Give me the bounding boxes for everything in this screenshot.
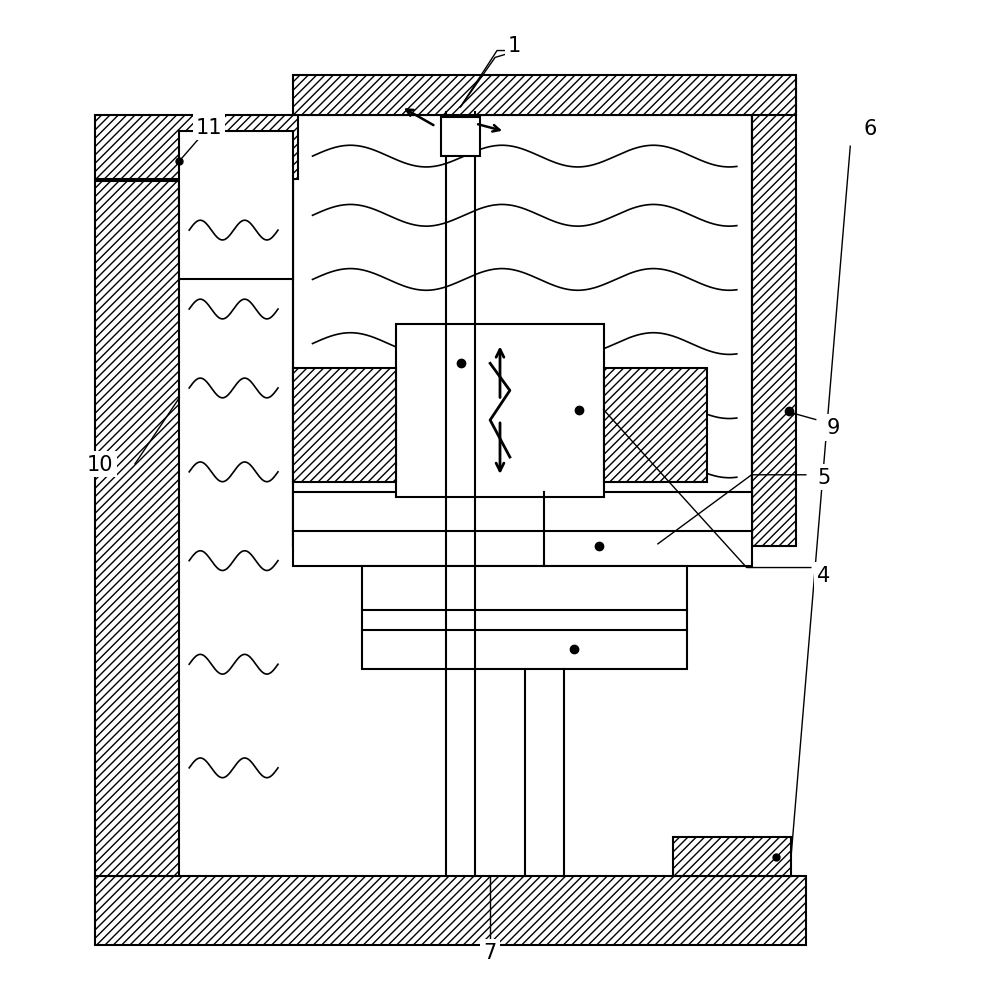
- Bar: [604, 369, 707, 482]
- Text: 7: 7: [484, 942, 497, 962]
- Bar: [752, 79, 796, 547]
- Text: 9: 9: [827, 418, 840, 438]
- Text: 5: 5: [817, 467, 830, 487]
- Text: 1: 1: [508, 36, 521, 56]
- Bar: [673, 837, 791, 877]
- Bar: [362, 566, 687, 670]
- Text: 6: 6: [863, 119, 877, 139]
- Bar: [95, 182, 179, 877]
- Text: 11: 11: [196, 117, 222, 137]
- Bar: [179, 132, 293, 280]
- Bar: [293, 492, 752, 566]
- Text: 4: 4: [817, 566, 830, 585]
- Bar: [95, 877, 806, 945]
- Text: 10: 10: [87, 454, 114, 474]
- Bar: [396, 324, 604, 497]
- Bar: [293, 369, 396, 482]
- Bar: [293, 77, 796, 115]
- Bar: [441, 117, 480, 157]
- Bar: [95, 115, 298, 180]
- Bar: [293, 115, 752, 547]
